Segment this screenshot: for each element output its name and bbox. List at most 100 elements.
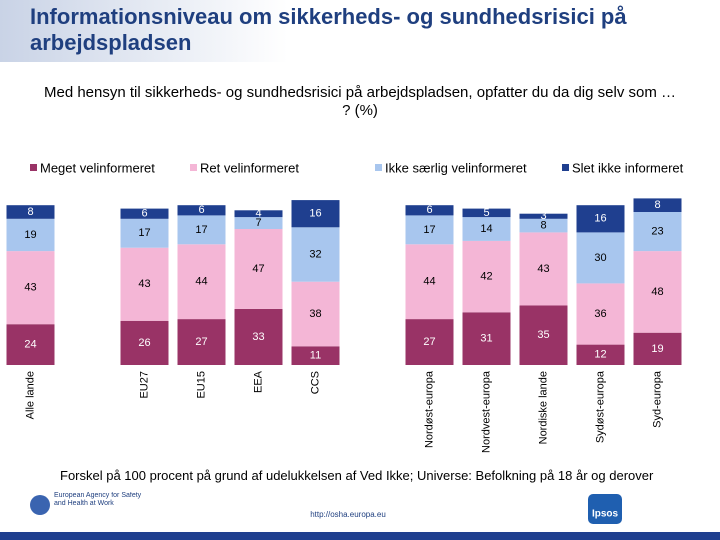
bar-segment: [405, 244, 454, 320]
bar-segment: [633, 198, 682, 212]
value-label: 7: [255, 217, 261, 229]
brand-name: Ipsos: [592, 509, 619, 520]
bar-segment: [462, 240, 511, 313]
x-tick-label: Alle lande: [24, 371, 36, 419]
bar-segment: [462, 217, 511, 241]
value-label: 23: [651, 225, 663, 237]
legend-label: Ret velinformeret: [200, 160, 299, 175]
value-label: 27: [423, 336, 435, 348]
bar-segment: [6, 218, 55, 252]
bar-segment: [234, 229, 283, 309]
bar-segment: [519, 305, 568, 365]
bar-segment: [405, 215, 454, 245]
value-label: 6: [141, 208, 147, 220]
x-tick-label: Nordøst-europa: [423, 370, 435, 448]
value-label: 17: [423, 224, 435, 236]
chart-subtitle: Med hensyn til sikkerheds- og sundhedsri…: [43, 84, 676, 119]
value-label: 42: [480, 271, 492, 283]
bar-segment: [633, 251, 682, 333]
value-label: 27: [195, 336, 207, 348]
value-label: 6: [426, 204, 432, 216]
bar-segment: [120, 247, 169, 321]
bar-segment: [462, 312, 511, 365]
value-label: 16: [594, 213, 606, 225]
value-label: 43: [138, 278, 150, 290]
value-label: 12: [594, 349, 606, 361]
bar-segment: [6, 251, 55, 325]
value-label: 16: [309, 208, 321, 220]
brand-logo: [588, 494, 622, 524]
bar-segment: [519, 218, 568, 233]
x-tick-label: EEA: [252, 370, 264, 393]
bar-segment: [576, 283, 625, 345]
legend: Meget velinformeret Ret velinformeret Ikke…: [30, 160, 684, 175]
bar-segment: [576, 232, 625, 284]
value-label: 5: [483, 207, 489, 219]
title-box: Informationsniveau om sikkerheds- og sun…: [30, 4, 627, 55]
x-tick-label: Nordvest-europa: [480, 370, 492, 453]
bar-segment: [291, 227, 340, 282]
x-tick-label: Nordiske lande: [537, 371, 549, 444]
value-label: 6: [198, 204, 204, 216]
value-label: 17: [195, 224, 207, 236]
agency-name: European Agency for Safety and Health at…: [54, 492, 142, 507]
bar-segment: [177, 319, 226, 365]
value-label: 14: [480, 223, 492, 235]
value-label: 8: [654, 199, 660, 211]
value-label: 26: [138, 337, 150, 349]
agency-logo: [30, 495, 50, 515]
value-label: 47: [252, 263, 264, 275]
value-label: 43: [24, 282, 36, 294]
footer-band: [0, 532, 720, 540]
x-tick-label: EU27: [138, 371, 150, 399]
legend-swatch: [562, 164, 569, 171]
bar-segment: [519, 232, 568, 306]
bar-segment: [576, 205, 625, 233]
value-label: 44: [195, 276, 207, 288]
x-tick-label: EU15: [195, 371, 207, 399]
header-band: [0, 0, 720, 62]
bar-segment: [120, 218, 169, 248]
note: Forskel på 100 procent på grund af udelu…: [60, 468, 654, 483]
legend-label: Meget velinformeret: [40, 160, 155, 175]
bar-segment: [120, 208, 169, 219]
value-label: 8: [540, 220, 546, 232]
bar-segment: [291, 200, 340, 228]
value-label: 17: [138, 227, 150, 239]
value-label: 44: [423, 276, 435, 288]
value-label: 33: [252, 331, 264, 343]
value-label: 36: [594, 308, 606, 320]
bar-segment: [6, 205, 55, 219]
x-tick-label: CCS: [309, 371, 321, 394]
value-label: 43: [537, 263, 549, 275]
value-label: 35: [537, 329, 549, 341]
bar-segment: [177, 205, 226, 216]
bar-segment: [234, 308, 283, 365]
x-tick-label: Sydøst-europa: [594, 370, 606, 443]
x-tick-label: Syd-europa: [651, 370, 663, 428]
bar-segment: [462, 208, 511, 218]
legend-label: Ikke særlig velinformeret: [385, 160, 527, 175]
bar-segment: [234, 210, 283, 218]
legend-swatch: [30, 164, 37, 171]
bar-segment: [6, 324, 55, 365]
agency-box: European Agency for Safety and Health at…: [54, 492, 142, 507]
value-label: 19: [651, 343, 663, 355]
url: http://osha.europa.eu: [310, 510, 386, 519]
value-label: 38: [309, 308, 321, 320]
subtitle-box: Med hensyn til sikkerheds- og sundhedsri…: [43, 84, 676, 119]
value-label: 30: [594, 252, 606, 264]
value-label: 4: [255, 208, 261, 220]
bar-segment: [234, 217, 283, 229]
bar-segment: [291, 281, 340, 347]
value-label: 19: [24, 229, 36, 241]
bar-segment: [177, 215, 226, 245]
bar-segment: [405, 205, 454, 216]
value-label: 24: [24, 339, 36, 351]
value-label: 32: [309, 248, 321, 260]
note-box: Forskel på 100 procent på grund af udelu…: [60, 468, 654, 483]
value-label: 3: [540, 210, 546, 222]
chart-title: Informationsniveau om sikkerheds- og sun…: [30, 4, 627, 55]
